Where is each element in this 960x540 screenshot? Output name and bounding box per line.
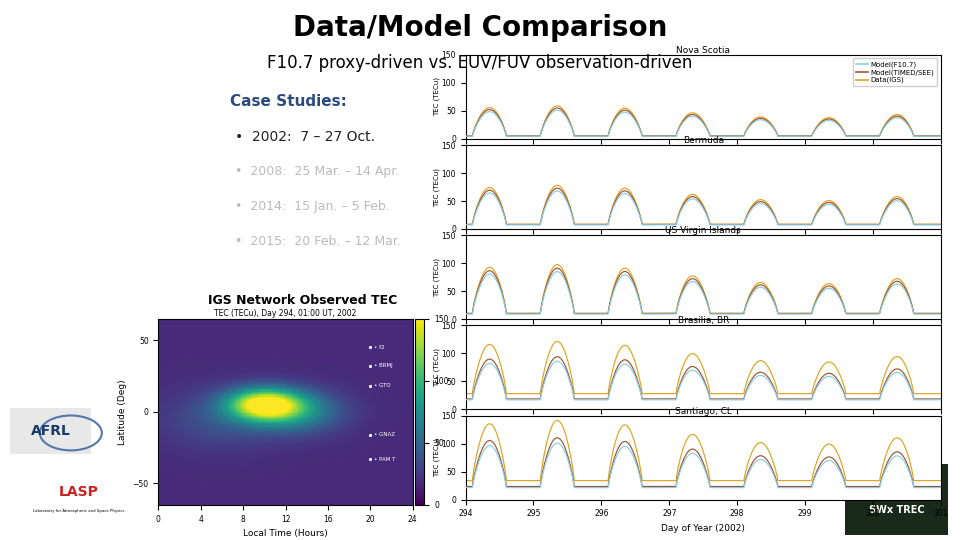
Title: Santiago, CL: Santiago, CL — [675, 407, 732, 416]
Text: IGS Network Observed TEC: IGS Network Observed TEC — [207, 294, 397, 307]
X-axis label: Day of Year (2002): Day of Year (2002) — [661, 524, 745, 533]
Title: Brasilia, BR: Brasilia, BR — [678, 316, 729, 326]
Text: • BRMJ: • BRMJ — [373, 363, 393, 368]
Title: Nova Scotia: Nova Scotia — [676, 46, 731, 55]
Y-axis label: TEC (TECu): TEC (TECu) — [434, 348, 440, 387]
Text: •  2015:  20 Feb. – 12 Mar.: • 2015: 20 Feb. – 12 Mar. — [235, 235, 401, 248]
Title: TEC (TECu), Day 294, 01:00 UT, 2002: TEC (TECu), Day 294, 01:00 UT, 2002 — [214, 309, 357, 318]
Text: •  2014:  15 Jan. – 5 Feb.: • 2014: 15 Jan. – 5 Feb. — [235, 200, 390, 213]
Text: F10.7 proxy-driven vs. EUV/FUV observation-driven: F10.7 proxy-driven vs. EUV/FUV observati… — [267, 54, 693, 72]
Title: US Virgin Islands: US Virgin Islands — [665, 226, 741, 235]
Y-axis label: TEC (TECu): TEC (TECu) — [434, 167, 440, 206]
Text: • GNAZ: • GNAZ — [373, 432, 395, 437]
Y-axis label: TEC (TECu): TEC (TECu) — [434, 77, 440, 116]
Y-axis label: TEC (TECu): TEC (TECu) — [434, 438, 440, 477]
Text: Case Studies:: Case Studies: — [230, 94, 348, 110]
Text: •  2008:  25 Mar. – 14 Apr.: • 2008: 25 Mar. – 14 Apr. — [235, 165, 399, 178]
Text: Data/Model Comparison: Data/Model Comparison — [293, 14, 667, 42]
Text: AFRL: AFRL — [31, 424, 70, 437]
Text: • GTO: • GTO — [373, 383, 390, 388]
X-axis label: Local Time (Hours): Local Time (Hours) — [243, 529, 328, 538]
Text: Laboratory for Atmospheric and Space Physics: Laboratory for Atmospheric and Space Phy… — [33, 509, 125, 513]
Text: • f2: • f2 — [373, 345, 384, 350]
Y-axis label: TEC (TECu): TEC (TECu) — [434, 258, 440, 296]
Title: Bermuda: Bermuda — [683, 136, 724, 145]
Legend: Model(F10.7), Model(TIMED/SEE), Data(IGS): Model(F10.7), Model(TIMED/SEE), Data(IGS… — [852, 58, 937, 86]
Text: •  2002:  7 – 27 Oct.: • 2002: 7 – 27 Oct. — [235, 130, 375, 144]
Text: • PAM T: • PAM T — [373, 456, 395, 462]
Text: LASP: LASP — [59, 485, 99, 498]
Y-axis label: Latitude (Deg): Latitude (Deg) — [118, 379, 127, 444]
Text: SWx TREC: SWx TREC — [869, 505, 924, 515]
